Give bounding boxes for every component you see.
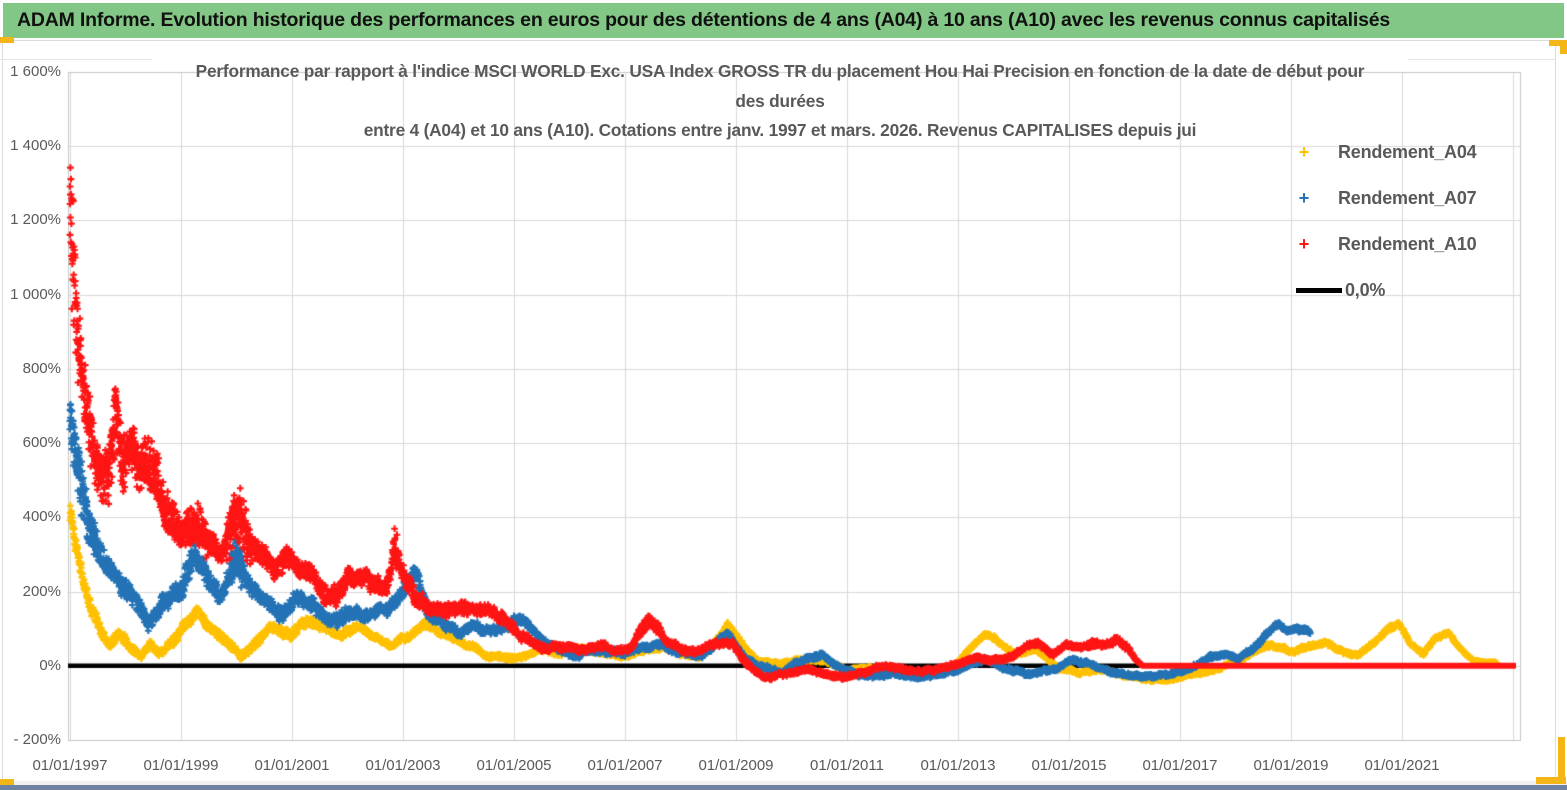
legend-item[interactable]: + Rendement_A07 [1296, 187, 1477, 209]
legend-item-label: Rendement_A07 [1338, 187, 1477, 208]
y-axis-label: - 200% [13, 731, 61, 749]
x-axis-label: 01/01/2013 [920, 757, 996, 774]
chart-title-line-1: Performance par rapport à l'indice MSCI … [195, 61, 1365, 81]
chart-title[interactable]: Performance par rapport à l'indice MSCI … [90, 57, 1470, 146]
y-axis-label: 1 200% [10, 211, 61, 229]
x-axis-label: 01/01/2005 [476, 757, 552, 774]
selection-handle-top-right-v[interactable] [1560, 40, 1567, 54]
y-axis-label: 600% [22, 434, 61, 452]
y-axis-label: 0% [39, 656, 61, 674]
selection-handle-bottom-left[interactable] [0, 779, 14, 785]
legend-line-marker-icon [1296, 287, 1342, 293]
legend-cross-marker-icon: + [1298, 234, 1310, 254]
x-axis-label: 01/01/2007 [587, 757, 663, 774]
y-axis-label: 1 400% [10, 137, 61, 155]
legend-item-label: Rendement_A04 [1338, 141, 1477, 162]
chart-legend[interactable]: + Rendement_A04 + Rendement_A07 + Rendement_A… [1296, 141, 1477, 325]
legend-cross-marker-icon: + [1298, 188, 1310, 208]
y-axis-label: 400% [22, 508, 61, 526]
x-axis-label: 01/01/2017 [1142, 757, 1218, 774]
y-axis-label: 800% [22, 359, 61, 377]
legend-item[interactable]: + Rendement_A04 [1296, 141, 1477, 163]
x-axis-label: 01/01/1997 [32, 757, 108, 774]
selection-handle-top-right-h[interactable] [1549, 40, 1566, 46]
x-axis-label: 01/01/2015 [1031, 757, 1107, 774]
x-axis-label: 01/01/2011 [810, 757, 884, 774]
chart-title-line-3: entre 4 (A04) et 10 ans (A10). Cotations… [363, 120, 1197, 140]
x-axis-label: 01/01/2019 [1253, 757, 1329, 774]
y-axis-label: 1 600% [10, 63, 61, 81]
legend-item[interactable]: 0,0% [1296, 279, 1476, 301]
x-axis-label: 01/01/2009 [698, 757, 774, 774]
selection-handle-bottom-right-v[interactable] [1558, 737, 1565, 784]
x-axis-label: 01/01/1999 [143, 757, 219, 774]
x-axis-label: 01/01/2021 [1364, 757, 1440, 774]
x-axis-label: 01/01/2001 [254, 757, 330, 774]
legend-item-label: Rendement_A10 [1338, 233, 1477, 254]
chart-title-line-2: des durées [735, 90, 825, 111]
legend-item[interactable]: + Rendement_A10 [1296, 233, 1477, 255]
y-axis-label: 200% [22, 582, 61, 600]
selection-handle-top-left[interactable] [0, 37, 14, 43]
legend-item-label: 0,0% [1345, 279, 1386, 300]
x-axis-label: 01/01/2003 [365, 757, 441, 774]
selection-handle-bottom-right-h[interactable] [1536, 777, 1566, 784]
legend-cross-marker-icon: + [1298, 142, 1310, 162]
y-axis-label: 1 000% [10, 285, 61, 303]
